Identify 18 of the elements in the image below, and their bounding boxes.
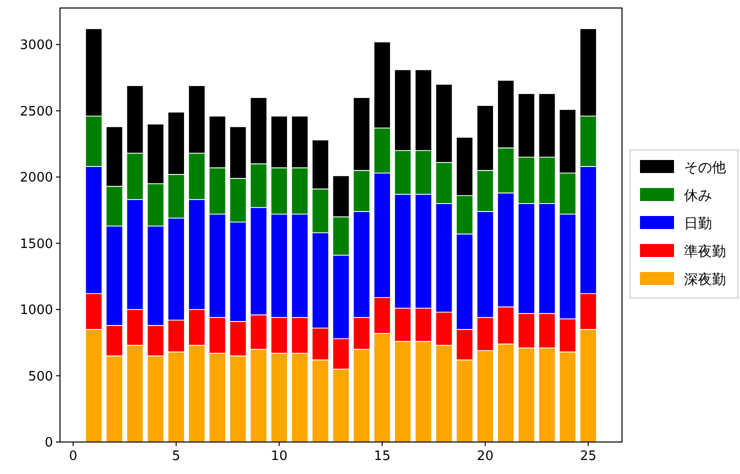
y-tick-label: 2000 [20, 170, 53, 186]
x-tick-label: 5 [172, 449, 180, 464]
legend-label: 休み [684, 188, 712, 204]
legend-label: 準夜勤 [684, 244, 726, 260]
x-tick-label: 15 [374, 449, 390, 464]
y-tick-label: 0 [44, 436, 53, 451]
x-tick-label: 20 [476, 449, 494, 464]
y-tick-label: 3000 [20, 38, 53, 54]
x-tick-label: 25 [580, 449, 596, 464]
y-tick-label: 1000 [20, 303, 53, 318]
legend-label: 日勤 [684, 216, 712, 232]
y-tick-label: 1500 [20, 236, 53, 252]
y-tick-label: 2500 [20, 104, 53, 120]
legend-label: 深夜勤 [684, 272, 726, 288]
legend-label: その他 [684, 160, 726, 176]
x-tick-label: 0 [69, 449, 78, 464]
y-tick-label: 500 [28, 369, 53, 384]
x-tick-label: 10 [270, 449, 288, 464]
